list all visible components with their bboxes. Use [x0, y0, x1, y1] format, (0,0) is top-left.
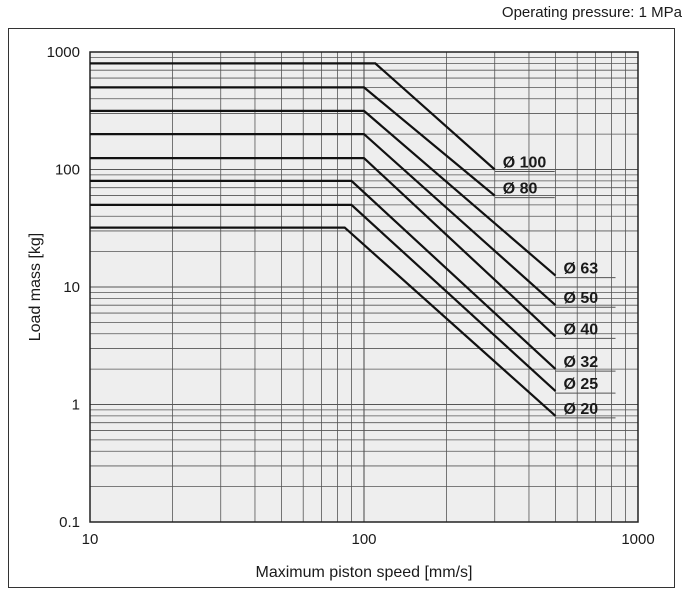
x-tick-label: 10	[82, 531, 99, 548]
tick-labels: 10 100 1000 0.1 1 10 100 1000	[47, 44, 655, 548]
series-label: Ø 40	[564, 321, 599, 338]
y-tick-label: 1	[72, 397, 80, 414]
operating-pressure-note: Operating pressure: 1 MPa	[501, 4, 682, 21]
series-line	[90, 157, 557, 338]
series-label: Ø 20	[564, 401, 599, 418]
series-label: Ø 80	[503, 181, 538, 198]
x-axis-label: Maximum piston speed [mm/s]	[256, 564, 473, 581]
y-tick-label: 0.1	[59, 514, 80, 531]
y-tick-label: 1000	[47, 44, 80, 61]
plot-border	[89, 51, 639, 523]
y-tick-label: 10	[63, 279, 80, 296]
series-line	[90, 226, 557, 417]
x-tick-label: 100	[351, 531, 376, 548]
series-labels: Ø 100 Ø 80 Ø 63 Ø 50 Ø 40 Ø 32 Ø 25 Ø 20	[494, 155, 616, 419]
series-line	[90, 62, 496, 171]
y-axis-label: Load mass [kg]	[27, 233, 44, 342]
series-line	[90, 86, 496, 197]
series-label: Ø 32	[564, 354, 599, 371]
series-line	[90, 179, 557, 370]
x-tick-label: 1000	[621, 531, 654, 548]
chart-frame	[8, 28, 675, 588]
series-label: Ø 50	[564, 290, 599, 307]
series-label: Ø 100	[503, 155, 547, 172]
series-label: Ø 25	[564, 376, 599, 393]
grid	[90, 52, 638, 522]
series-line	[90, 133, 557, 307]
series-layer	[90, 62, 557, 417]
series-line	[90, 203, 557, 392]
series-label: Ø 63	[564, 261, 599, 278]
series-line	[90, 109, 557, 277]
y-tick-label: 100	[55, 162, 80, 179]
